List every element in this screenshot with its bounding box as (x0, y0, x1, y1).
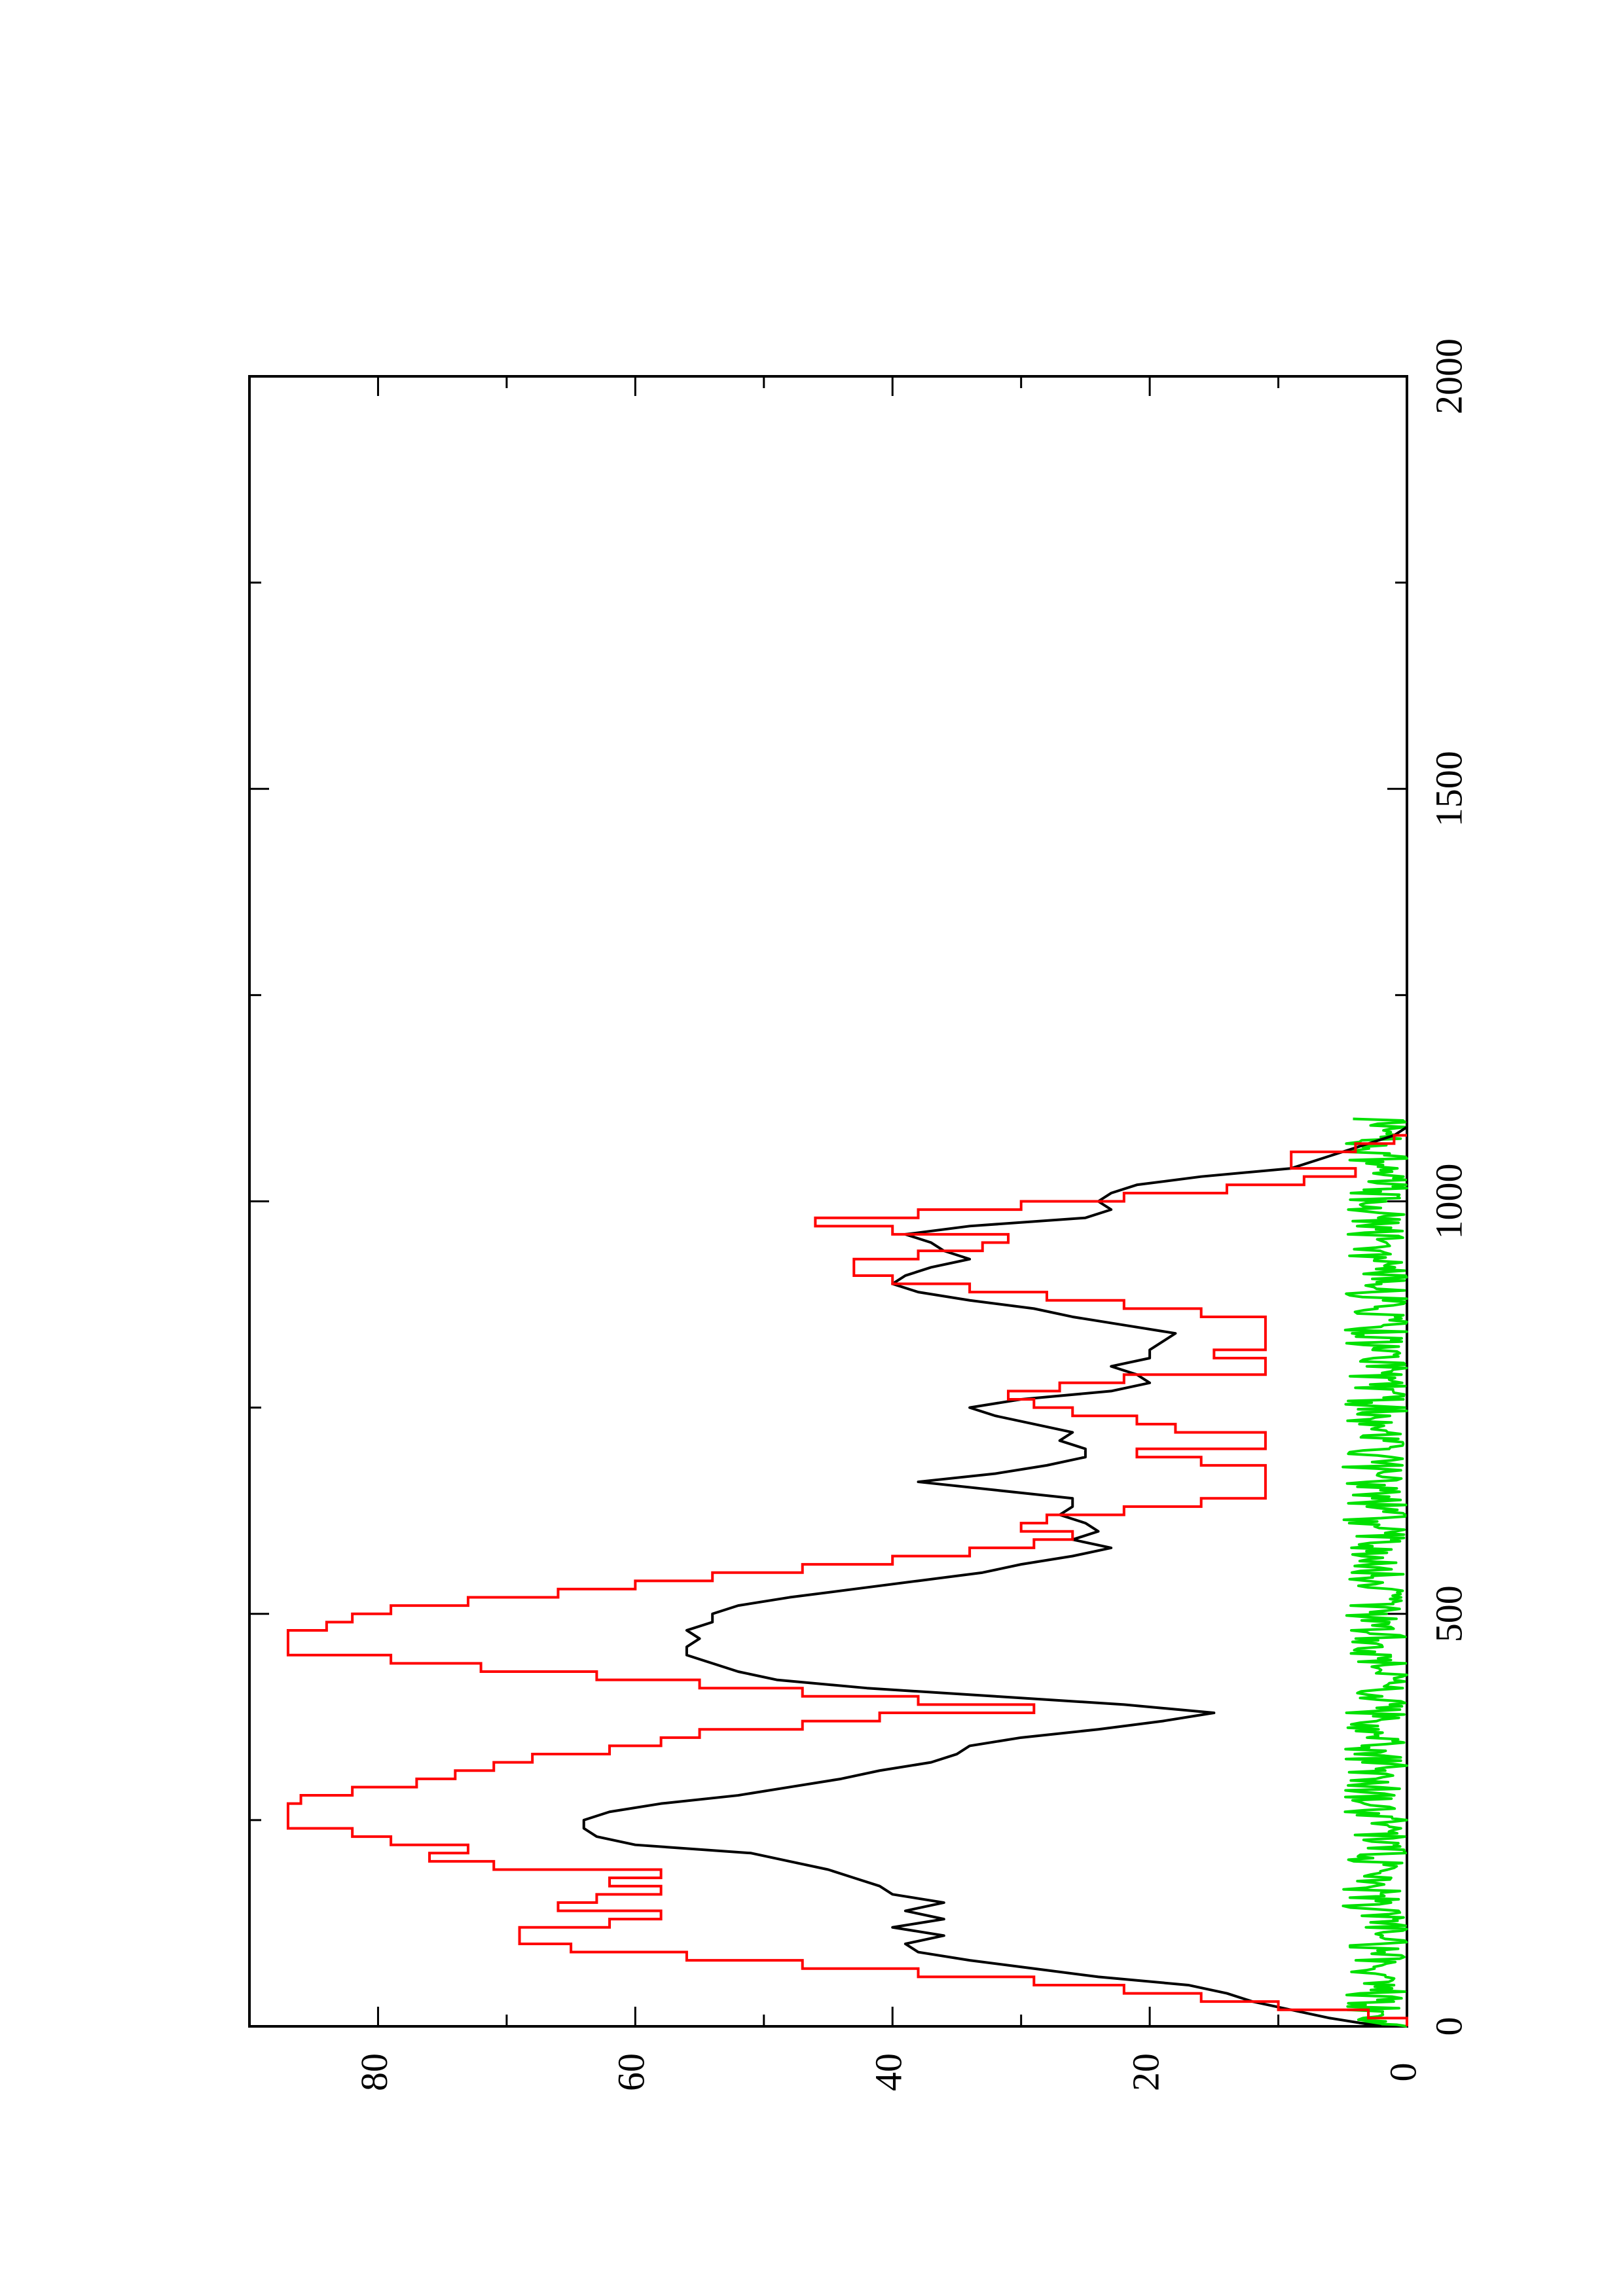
axis-ticks (248, 375, 1408, 2028)
axis-tick-labels: 0 500 1000 1500 2000 0 20 40 60 80 (353, 338, 1470, 2091)
x-tick-label: 500 (1427, 1585, 1470, 1642)
y-tick-label: 80 (353, 2053, 395, 2091)
x-tick-label: 1500 (1427, 751, 1470, 827)
y-tick-label: 0 (1381, 2063, 1424, 2082)
series-green-line (1341, 1117, 1408, 2028)
series-layer (286, 1117, 1408, 2028)
y-tick-label: 40 (867, 2053, 910, 2091)
series-black-line (582, 1126, 1408, 2028)
x-tick-label: 1000 (1427, 1164, 1470, 1240)
x-tick-label: 2000 (1427, 338, 1470, 414)
y-tick-label: 20 (1124, 2053, 1167, 2091)
series-red-step (286, 1134, 1408, 2026)
x-tick-label: 0 (1427, 2017, 1470, 2036)
plot-area: 0 500 1000 1500 2000 0 20 40 60 80 (248, 338, 1470, 2091)
y-tick-label: 60 (610, 2053, 653, 2091)
